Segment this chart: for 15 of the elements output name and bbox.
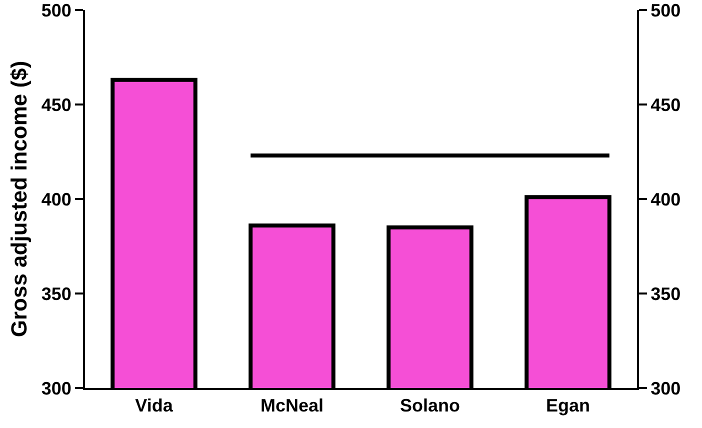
y2-tick-label: 400 — [650, 189, 681, 210]
x-tick-label: Vida — [135, 396, 174, 416]
x-tick-label: Egan — [546, 396, 590, 416]
y-tick-label: 450 — [41, 94, 72, 115]
y-tick-label: 350 — [41, 284, 72, 304]
y-tick-label: 400 — [41, 189, 72, 210]
x-tick-label: Solano — [400, 396, 460, 416]
x-tick-label: McNeal — [260, 396, 324, 416]
y2-tick-label: 350 — [650, 284, 681, 304]
y-axis-title: Gross adjusted income ($) — [6, 60, 32, 338]
y-tick-label: 500 — [41, 0, 72, 20]
y2-tick-label: 500 — [650, 0, 681, 20]
y2-tick-label: 300 — [650, 378, 681, 398]
y-tick-label: 300 — [41, 378, 72, 398]
y2-tick-label: 450 — [650, 94, 681, 115]
